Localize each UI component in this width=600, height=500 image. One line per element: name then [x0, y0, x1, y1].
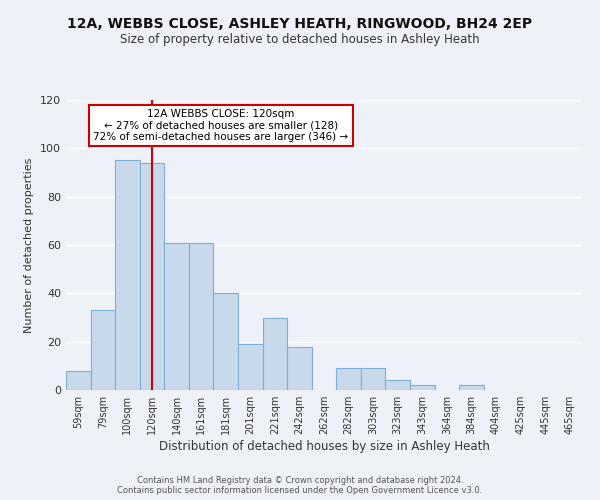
Bar	[287, 346, 312, 390]
Text: Size of property relative to detached houses in Ashley Heath: Size of property relative to detached ho…	[120, 32, 480, 46]
Bar	[336, 368, 361, 390]
Bar	[115, 160, 140, 390]
Text: 12A, WEBBS CLOSE, ASHLEY HEATH, RINGWOOD, BH24 2EP: 12A, WEBBS CLOSE, ASHLEY HEATH, RINGWOOD…	[67, 18, 533, 32]
Bar	[410, 385, 434, 390]
Bar	[361, 368, 385, 390]
Bar	[140, 163, 164, 390]
Bar	[263, 318, 287, 390]
Bar	[164, 242, 189, 390]
Y-axis label: Number of detached properties: Number of detached properties	[25, 158, 34, 332]
Bar	[238, 344, 263, 390]
Bar	[66, 370, 91, 390]
Bar	[91, 310, 115, 390]
Text: 12A WEBBS CLOSE: 120sqm
← 27% of detached houses are smaller (128)
72% of semi-d: 12A WEBBS CLOSE: 120sqm ← 27% of detache…	[93, 108, 349, 142]
Bar	[214, 294, 238, 390]
Text: Contains public sector information licensed under the Open Government Licence v3: Contains public sector information licen…	[118, 486, 482, 495]
X-axis label: Distribution of detached houses by size in Ashley Heath: Distribution of detached houses by size …	[158, 440, 490, 453]
Text: Contains HM Land Registry data © Crown copyright and database right 2024.: Contains HM Land Registry data © Crown c…	[137, 476, 463, 485]
Bar	[385, 380, 410, 390]
Bar	[459, 385, 484, 390]
Bar	[189, 242, 214, 390]
